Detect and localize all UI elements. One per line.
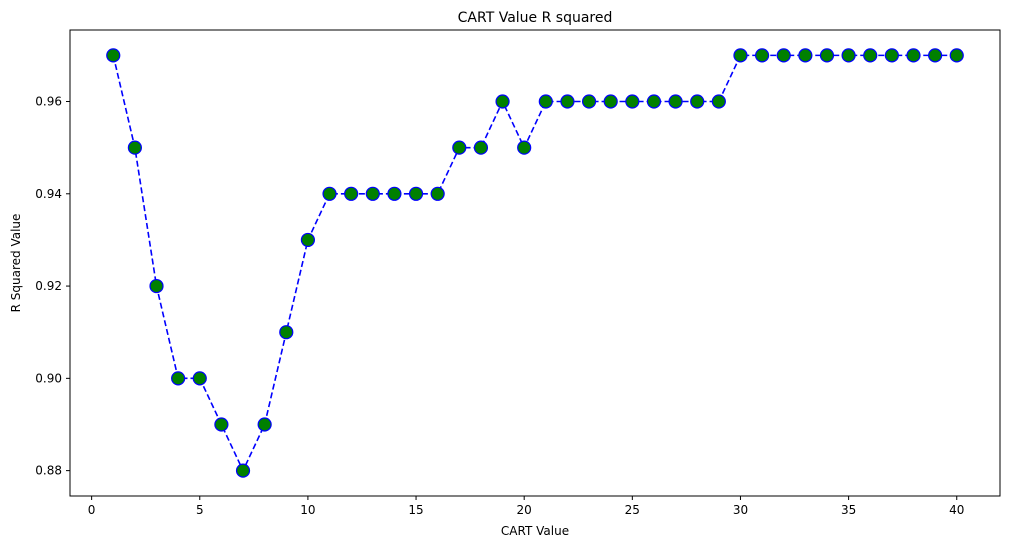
chart-title: CART Value R squared — [458, 10, 613, 26]
data-point — [495, 94, 510, 109]
data-point — [841, 48, 856, 63]
data-point — [603, 94, 618, 109]
x-axis-label: CART Value — [501, 524, 569, 538]
data-point — [690, 94, 705, 109]
series-line-group — [112, 54, 957, 473]
x-tick-label: 10 — [300, 503, 315, 517]
data-point — [754, 48, 770, 63]
data-point — [387, 186, 402, 201]
data-points — [106, 48, 964, 478]
y-tick-label: 0.90 — [35, 371, 62, 385]
data-point — [906, 48, 921, 63]
x-tick-label: 20 — [517, 503, 532, 517]
data-point — [192, 371, 207, 386]
data-point — [300, 232, 316, 248]
data-point — [430, 186, 445, 201]
data-point — [235, 463, 251, 478]
data-point — [733, 48, 748, 63]
data-point — [279, 325, 294, 340]
y-tick-label: 0.88 — [35, 464, 62, 478]
x-tick-label: 30 — [733, 503, 748, 517]
data-point — [949, 48, 964, 63]
data-point — [257, 417, 272, 432]
data-point — [171, 371, 186, 386]
data-point — [819, 48, 835, 63]
data-point — [646, 94, 662, 109]
data-point — [473, 140, 489, 155]
plot-area-frame — [69, 29, 1001, 497]
data-point — [711, 94, 726, 109]
data-point — [668, 94, 683, 109]
data-point — [863, 48, 878, 63]
x-tick-label: 35 — [841, 503, 856, 517]
data-point — [776, 48, 791, 63]
data-point — [365, 186, 380, 201]
data-point — [560, 94, 575, 109]
data-point — [149, 278, 164, 294]
data-point — [127, 140, 142, 155]
x-tick-label: 25 — [625, 503, 640, 517]
x-axis-ticks: 0 5 10 15 20 25 30 35 40 — [88, 496, 964, 517]
y-tick-label: 0.92 — [35, 279, 62, 293]
x-tick-label: 0 — [88, 503, 96, 517]
data-point — [581, 94, 597, 109]
data-point — [798, 48, 813, 63]
data-point — [517, 140, 532, 155]
data-point — [625, 94, 640, 109]
y-tick-label: 0.94 — [35, 187, 62, 201]
y-axis-ticks: 0.88 0.90 0.92 0.94 0.96 — [35, 95, 70, 478]
data-point — [928, 48, 943, 63]
data-point — [106, 48, 121, 63]
y-axis-label: R Squared Value — [9, 214, 23, 313]
series-line — [112, 54, 957, 473]
data-point — [884, 48, 899, 63]
data-point — [322, 186, 337, 201]
y-tick-label: 0.96 — [35, 95, 62, 109]
data-point — [344, 186, 359, 201]
data-point — [538, 94, 553, 109]
x-tick-label: 40 — [949, 503, 964, 517]
x-tick-label: 15 — [408, 503, 423, 517]
data-point — [408, 186, 424, 201]
x-tick-label: 5 — [196, 503, 204, 517]
data-point — [214, 417, 229, 432]
data-point — [452, 140, 467, 155]
